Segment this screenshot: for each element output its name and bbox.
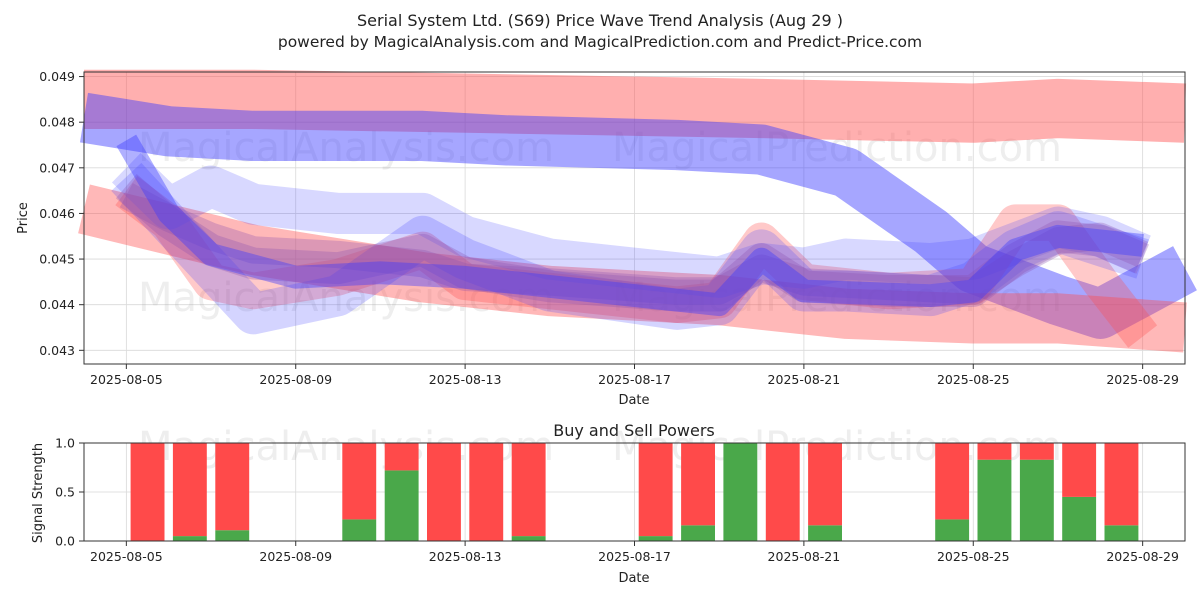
sell-power-bar bbox=[427, 443, 461, 541]
sell-power-bar bbox=[384, 443, 419, 471]
sell-power-bar bbox=[130, 443, 165, 541]
buy-power-bar bbox=[935, 519, 970, 541]
buy-power-bar bbox=[1062, 496, 1097, 541]
power-x-tick-label: 2025-08-29 bbox=[1106, 549, 1179, 564]
sell-power-bar bbox=[1019, 443, 1054, 460]
price-wave-band bbox=[78, 184, 1187, 353]
watermark-prediction: MagicalPrediction.com bbox=[612, 125, 1062, 171]
power-x-axis-label: Date bbox=[618, 571, 649, 586]
watermark-analysis-lower: MagicalAnalysis.com bbox=[138, 275, 554, 321]
price-y-tick-label: 0.043 bbox=[39, 343, 75, 358]
price-y-tick-label: 0.044 bbox=[39, 297, 75, 312]
price-wave-band bbox=[111, 162, 1150, 335]
price-wave-band bbox=[115, 174, 1150, 312]
buy-sell-power-chart: Buy and Sell Powers MagicalAnalysis.com … bbox=[31, 421, 1186, 586]
price-wave-band bbox=[119, 183, 1149, 305]
sell-power-bar bbox=[1104, 443, 1139, 526]
price-y-tick-label: 0.048 bbox=[39, 115, 75, 130]
price-x-tick-label: 2025-08-09 bbox=[259, 372, 332, 387]
buy-power-bar bbox=[511, 536, 546, 541]
buy-power-bar bbox=[681, 525, 715, 541]
price-x-tick-label: 2025-08-05 bbox=[90, 372, 163, 387]
buy-power-bar bbox=[977, 459, 1012, 541]
price-wave-band bbox=[111, 153, 1151, 298]
price-y-tick-label: 0.047 bbox=[39, 160, 75, 175]
sell-power-bar bbox=[681, 443, 715, 526]
price-x-tick-label: 2025-08-21 bbox=[768, 372, 841, 387]
sell-power-bar bbox=[342, 443, 377, 520]
price-y-tick-label: 0.046 bbox=[39, 206, 75, 221]
buy-power-bar bbox=[384, 470, 419, 541]
sell-power-bar bbox=[808, 443, 842, 526]
buy-power-bar bbox=[723, 443, 758, 541]
power-y-tick-label: 0.0 bbox=[55, 534, 75, 549]
power-x-tick-label: 2025-08-13 bbox=[429, 549, 502, 564]
power-bars bbox=[130, 443, 1139, 541]
sell-power-bar bbox=[977, 443, 1012, 460]
power-x-ticks: 2025-08-05 2025-08-09 2025-08-13 2025-08-17… bbox=[90, 541, 1179, 564]
power-x-tick-label: 2025-08-05 bbox=[90, 549, 163, 564]
power-x-tick-label: 2025-08-25 bbox=[937, 549, 1010, 564]
price-grid bbox=[84, 72, 1185, 364]
price-y-ticks: 0.043 0.044 0.045 0.046 0.047 0.048 0.049 bbox=[39, 69, 84, 358]
buy-power-bar bbox=[808, 525, 842, 541]
buy-power-bar bbox=[1104, 525, 1139, 541]
price-y-tick-label: 0.045 bbox=[39, 252, 75, 267]
price-y-axis-label: Price bbox=[16, 202, 31, 234]
sell-power-bar bbox=[638, 443, 673, 537]
chart-title: Serial System Ltd. (S69) Price Wave Tren… bbox=[357, 11, 843, 30]
buy-power-bar bbox=[1019, 459, 1054, 541]
price-wave-band bbox=[116, 134, 1144, 317]
sell-power-bar bbox=[215, 443, 250, 531]
power-x-tick-label: 2025-08-21 bbox=[768, 549, 841, 564]
watermark-analysis: MagicalAnalysis.com bbox=[138, 125, 554, 171]
price-y-tick-label: 0.049 bbox=[39, 69, 75, 84]
buy-power-bar bbox=[215, 530, 250, 541]
power-y-ticks: 0.0 0.5 1.0 bbox=[55, 436, 84, 549]
buy-power-bar bbox=[342, 519, 377, 541]
price-x-tick-label: 2025-08-25 bbox=[937, 372, 1010, 387]
chart-subtitle: powered by MagicalAnalysis.com and Magic… bbox=[278, 33, 922, 51]
buy-power-bar bbox=[638, 536, 673, 541]
price-x-ticks: 2025-08-05 2025-08-09 2025-08-13 2025-08-17… bbox=[90, 364, 1179, 387]
power-y-tick-label: 0.5 bbox=[55, 485, 75, 500]
sell-power-bar bbox=[935, 443, 970, 520]
power-x-tick-label: 2025-08-09 bbox=[259, 549, 332, 564]
sell-power-bar bbox=[511, 443, 546, 537]
price-wave-band bbox=[84, 69, 1187, 143]
sell-power-bar bbox=[172, 443, 207, 537]
power-y-tick-label: 1.0 bbox=[55, 436, 75, 451]
price-bands bbox=[78, 69, 1197, 353]
price-x-tick-label: 2025-08-17 bbox=[598, 372, 671, 387]
watermark-prediction-lower: MagicalPrediction.com bbox=[612, 275, 1062, 321]
sell-power-bar bbox=[1062, 443, 1097, 497]
price-wave-band bbox=[79, 92, 1197, 339]
price-wave-band bbox=[115, 176, 1158, 348]
power-x-tick-label: 2025-08-17 bbox=[598, 549, 671, 564]
power-y-axis-label: Signal Strength bbox=[31, 443, 46, 543]
price-x-tick-label: 2025-08-13 bbox=[429, 372, 502, 387]
buy-power-bar bbox=[172, 536, 207, 541]
sell-power-bar bbox=[765, 443, 800, 541]
price-wave-chart: MagicalAnalysis.com MagicalPrediction.co… bbox=[16, 69, 1197, 408]
price-x-axis-label: Date bbox=[618, 393, 649, 408]
price-x-tick-label: 2025-08-29 bbox=[1106, 372, 1179, 387]
sell-power-bar bbox=[469, 443, 504, 541]
price-watermarks: MagicalAnalysis.com MagicalPrediction.co… bbox=[138, 125, 1062, 321]
buy-sell-title: Buy and Sell Powers bbox=[553, 421, 715, 440]
